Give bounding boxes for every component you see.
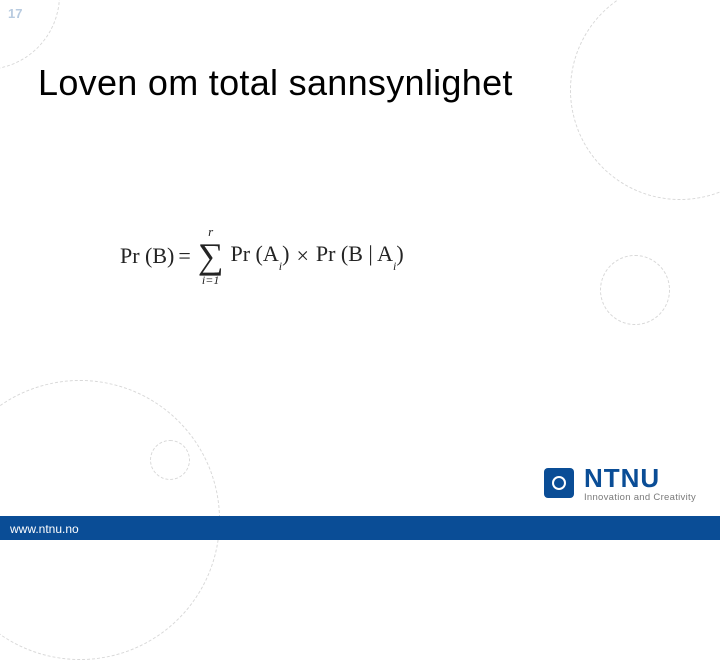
logo-name: NTNU	[584, 465, 696, 491]
term1-sub: i	[279, 259, 282, 273]
decor-circle	[600, 255, 670, 325]
formula-lhs: Pr (B)	[120, 243, 174, 269]
formula-term2: Pr (B | Ai)	[316, 241, 404, 270]
term1-pre: Pr (A	[230, 241, 278, 266]
logo-inner-circle	[552, 476, 566, 490]
footer-bar	[0, 516, 720, 540]
ntnu-logo: NTNU Innovation and Creativity	[544, 465, 696, 503]
decor-circle	[150, 440, 190, 480]
formula-term1: Pr (Ai)	[230, 241, 289, 270]
sum-lower: i=1	[202, 274, 219, 286]
logo-text: NTNU Innovation and Creativity	[584, 465, 696, 503]
decor-circle	[0, 0, 60, 70]
formula-total-probability: Pr (B) = r ∑ i=1 Pr (Ai) × Pr (B | Ai)	[120, 225, 404, 286]
term2-pre: Pr (B | A	[316, 241, 393, 266]
formula-equals: =	[178, 243, 190, 269]
decor-circle	[570, 0, 720, 200]
term2-post: )	[396, 241, 403, 266]
formula-mult: ×	[296, 243, 308, 269]
sigma-icon: ∑	[198, 240, 224, 272]
slide-title: Loven om total sannsynlighet	[38, 62, 513, 104]
footer-url: www.ntnu.no	[10, 522, 79, 536]
term2-sub: i	[393, 259, 396, 273]
logo-tagline: Innovation and Creativity	[584, 493, 696, 503]
logo-square-icon	[544, 468, 574, 498]
summation-symbol: r ∑ i=1	[198, 225, 224, 286]
term1-post: )	[282, 241, 289, 266]
